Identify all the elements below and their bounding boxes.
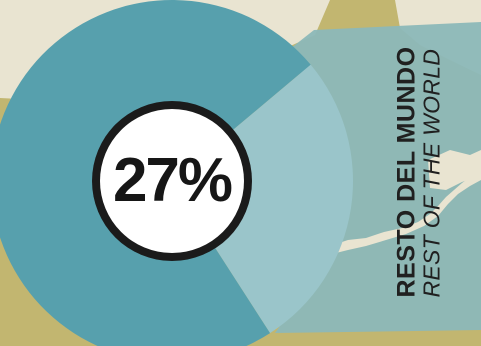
donut-hole	[100, 109, 244, 253]
side-label-group: RESTO DEL MUNDO REST OF THE WORLD	[374, 40, 464, 304]
pie-slice-rest-of-world	[172, 64, 353, 334]
center-percent-label: 27%	[112, 146, 233, 215]
side-label-title: RESTO DEL MUNDO	[392, 46, 421, 298]
side-label-subtitle: REST OF THE WORLD	[418, 48, 445, 298]
side-label-text: RESTO DEL MUNDO REST OF THE WORLD	[392, 46, 445, 298]
map-land-strip	[330, 172, 481, 254]
map-land-right	[428, 150, 481, 190]
